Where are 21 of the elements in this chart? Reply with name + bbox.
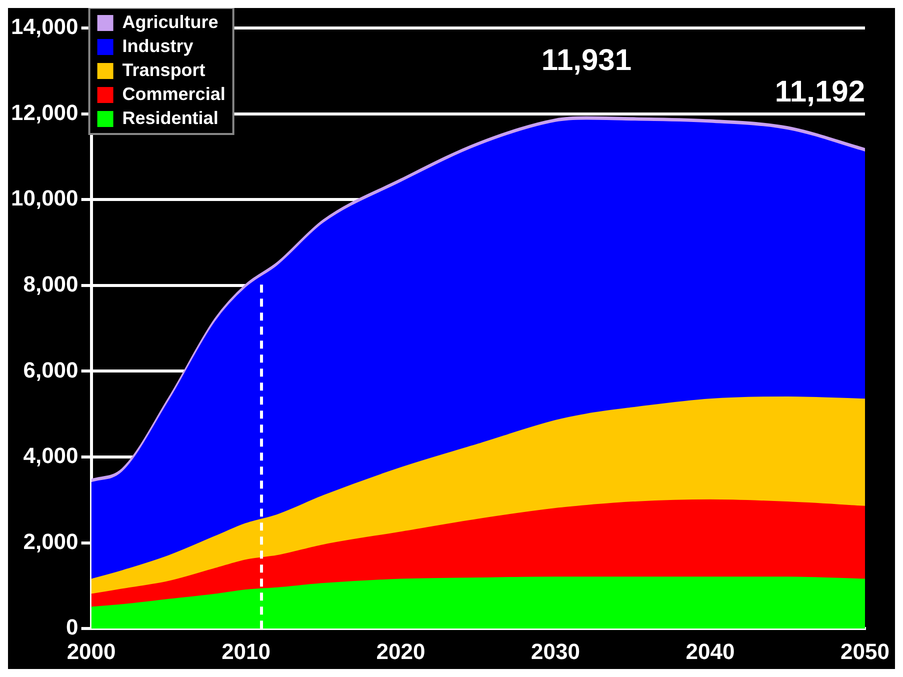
y-tick-label: 0 — [66, 614, 78, 640]
x-tick-label: 2000 — [66, 638, 116, 664]
legend-label: Commercial — [122, 84, 226, 104]
x-tick-label: 2050 — [840, 638, 890, 664]
x-tick-label: 2010 — [222, 638, 271, 664]
y-tick-label: 10,000 — [10, 186, 78, 211]
y-tick-label: 14,000 — [10, 14, 78, 40]
y-tick-label: 2,000 — [23, 528, 78, 554]
legend-label: Transport — [122, 60, 206, 80]
x-tick-label: 2030 — [531, 638, 580, 664]
y-tick-label: 8,000 — [23, 271, 78, 296]
annotation: 11,192 — [774, 76, 866, 109]
annotation: 11,931 — [541, 44, 632, 78]
legend-label: Residential — [122, 108, 218, 128]
x-tick-label: 2040 — [686, 638, 735, 664]
y-tick-label: 12,000 — [10, 100, 78, 125]
y-tick-label: 6,000 — [23, 357, 78, 382]
x-tick-label: 2020 — [376, 638, 426, 664]
y-tick-label: 4,000 — [23, 443, 78, 468]
legend-label: Agriculture — [122, 12, 218, 32]
legend-label: Industry — [122, 36, 194, 56]
